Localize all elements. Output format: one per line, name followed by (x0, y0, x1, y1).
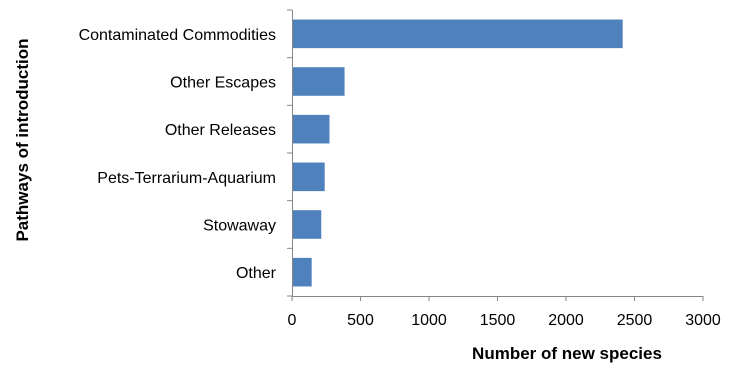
category-label: Pets-Terrarium-Aquarium (97, 170, 276, 187)
category-label: Other (236, 265, 277, 282)
bar (292, 162, 325, 192)
x-tick-label: 1000 (411, 312, 447, 329)
category-label: Contaminated Commodities (79, 27, 276, 44)
x-tick-label: 500 (347, 312, 374, 329)
bar (292, 257, 312, 287)
y-axis-title: Pathways of introduction (13, 38, 32, 241)
x-ticks: 0 500 1000 1500 2000 2500 3000 (288, 296, 721, 329)
category-label: Stowaway (203, 218, 276, 235)
category-labels: Contaminated Commodities Other Escapes Oth… (79, 9, 292, 297)
bar (292, 19, 623, 49)
bar (292, 67, 345, 96)
x-tick-label: 3000 (685, 312, 721, 329)
x-tick-label: 0 (288, 312, 297, 329)
x-axis-title: Number of new species (472, 344, 662, 363)
x-tick-label: 2000 (548, 312, 584, 329)
bar (292, 114, 330, 144)
category-label: Other Releases (165, 122, 276, 139)
axes (292, 10, 703, 297)
bars-layer (292, 19, 623, 287)
bar (292, 210, 322, 239)
x-tick-label: 2500 (617, 312, 653, 329)
x-tick-label: 1500 (480, 312, 516, 329)
category-label: Other Escapes (170, 75, 276, 92)
